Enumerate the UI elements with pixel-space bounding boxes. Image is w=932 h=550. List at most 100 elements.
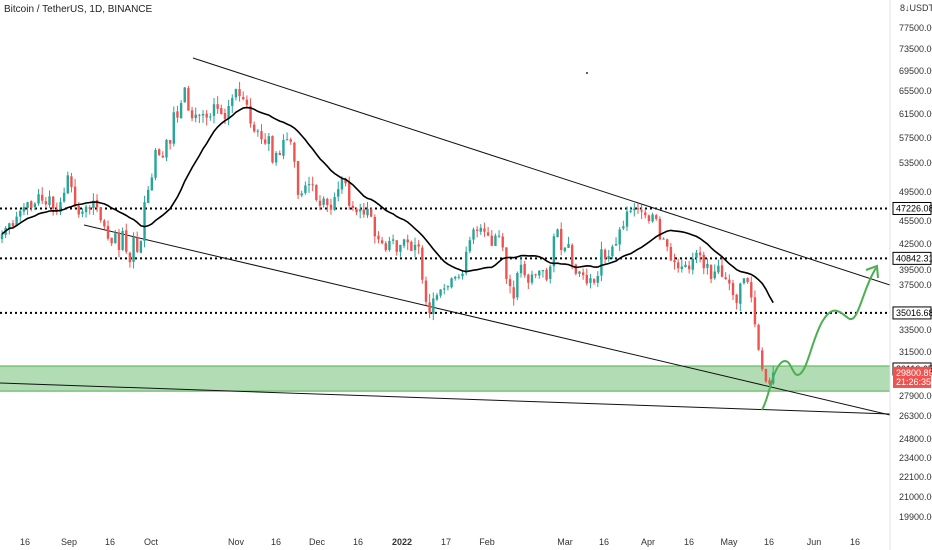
candle-body: [505, 247, 508, 279]
y-tick-label: 39500.00: [899, 265, 932, 275]
upper-trendline: [192, 57, 891, 286]
candle-body: [603, 249, 607, 259]
candle: [245, 95, 249, 108]
level-label: 35016.68: [892, 306, 932, 320]
chart-title: Bitcoin / TetherUS, 1D, BINANCE: [4, 4, 153, 15]
candle-body: [464, 251, 468, 274]
candle: [676, 258, 680, 273]
candle-body: [417, 244, 420, 247]
y-tick-label: 26300.00: [899, 411, 932, 421]
candle: [764, 368, 768, 384]
candle: [709, 264, 713, 284]
candle-body: [366, 208, 369, 216]
candle: [212, 97, 216, 124]
candle: [201, 110, 205, 123]
candle-body: [234, 89, 238, 98]
candle-body: [154, 149, 157, 178]
candle-body: [128, 252, 132, 263]
candle: [735, 293, 738, 310]
time-axis[interactable]: 16 Sep 16 Oct Nov 16 Dec 16 2022 17 Feb Mar 16 Apr 16 M…: [20, 537, 860, 547]
candle: [629, 206, 632, 214]
candle-body: [600, 249, 603, 276]
candle-body: [614, 244, 618, 246]
candle-body: [231, 97, 234, 106]
candle: [413, 237, 417, 257]
candle: [530, 270, 534, 285]
candle-body: [179, 103, 183, 119]
candle-body: [377, 235, 380, 240]
candle: [706, 258, 709, 275]
candle-body: [37, 194, 40, 204]
candle-body: [516, 273, 519, 298]
candle: [293, 141, 296, 168]
candle: [454, 276, 457, 281]
candle-body: [768, 380, 771, 384]
candle-body: [578, 271, 581, 274]
y-tick-label: 57500.00: [899, 133, 932, 143]
candle-body: [33, 203, 37, 208]
candle: [534, 273, 537, 279]
candle: [475, 226, 479, 238]
candle-body: [22, 207, 26, 212]
candle: [289, 137, 292, 145]
candle: [147, 185, 150, 204]
candle: [22, 202, 26, 216]
candle: [644, 208, 647, 219]
candle: [73, 178, 77, 209]
candle: [512, 280, 515, 306]
candle: [570, 243, 574, 270]
candle-body: [201, 114, 205, 116]
candle: [541, 269, 545, 278]
candle-body: [267, 136, 271, 144]
candle-body: [117, 232, 121, 251]
candle-body: [673, 260, 676, 263]
moving-average-line: [1, 106, 774, 304]
candle: [157, 148, 161, 157]
y-tick-label: 49500.00: [899, 187, 932, 197]
candle-body: [410, 241, 413, 251]
candle: [110, 237, 113, 247]
candle-body: [136, 237, 139, 252]
candle: [355, 207, 358, 216]
candle-body: [355, 208, 358, 213]
candle: [556, 228, 559, 238]
candle-body: [252, 124, 256, 132]
candle: [267, 133, 271, 151]
candle-body: [293, 142, 296, 162]
candle-body: [326, 198, 329, 206]
candle-body: [278, 152, 281, 155]
candle: [680, 259, 684, 273]
candle: [307, 176, 311, 193]
candle: [560, 222, 563, 256]
candle-body: [227, 105, 230, 120]
forecast-path: [761, 267, 877, 411]
candle-body: [194, 114, 197, 119]
candle: [421, 245, 424, 284]
candle-body: [59, 202, 62, 213]
candle-body: [344, 178, 347, 184]
candle: [358, 203, 362, 219]
candle-body: [399, 244, 402, 252]
candle: [395, 240, 398, 256]
candle-body: [472, 229, 475, 240]
candle-body: [647, 215, 651, 221]
price-axis[interactable]: 77500.00 73500.00 69500.00 65500.00 61500.00…: [899, 23, 932, 522]
candle: [366, 201, 369, 218]
candle: [388, 236, 391, 252]
candle-body: [238, 89, 241, 97]
candle-body: [421, 247, 424, 280]
candle: [380, 236, 384, 245]
candle: [647, 214, 651, 224]
candle-body: [99, 207, 102, 221]
x-tick-label: 2022: [392, 537, 412, 547]
candle: [231, 94, 234, 113]
candle-body: [552, 236, 556, 267]
candle: [373, 214, 377, 244]
candle: [194, 107, 197, 123]
candle: [746, 277, 749, 284]
candle: [70, 172, 73, 193]
candle: [59, 197, 62, 216]
candle: [516, 271, 519, 301]
